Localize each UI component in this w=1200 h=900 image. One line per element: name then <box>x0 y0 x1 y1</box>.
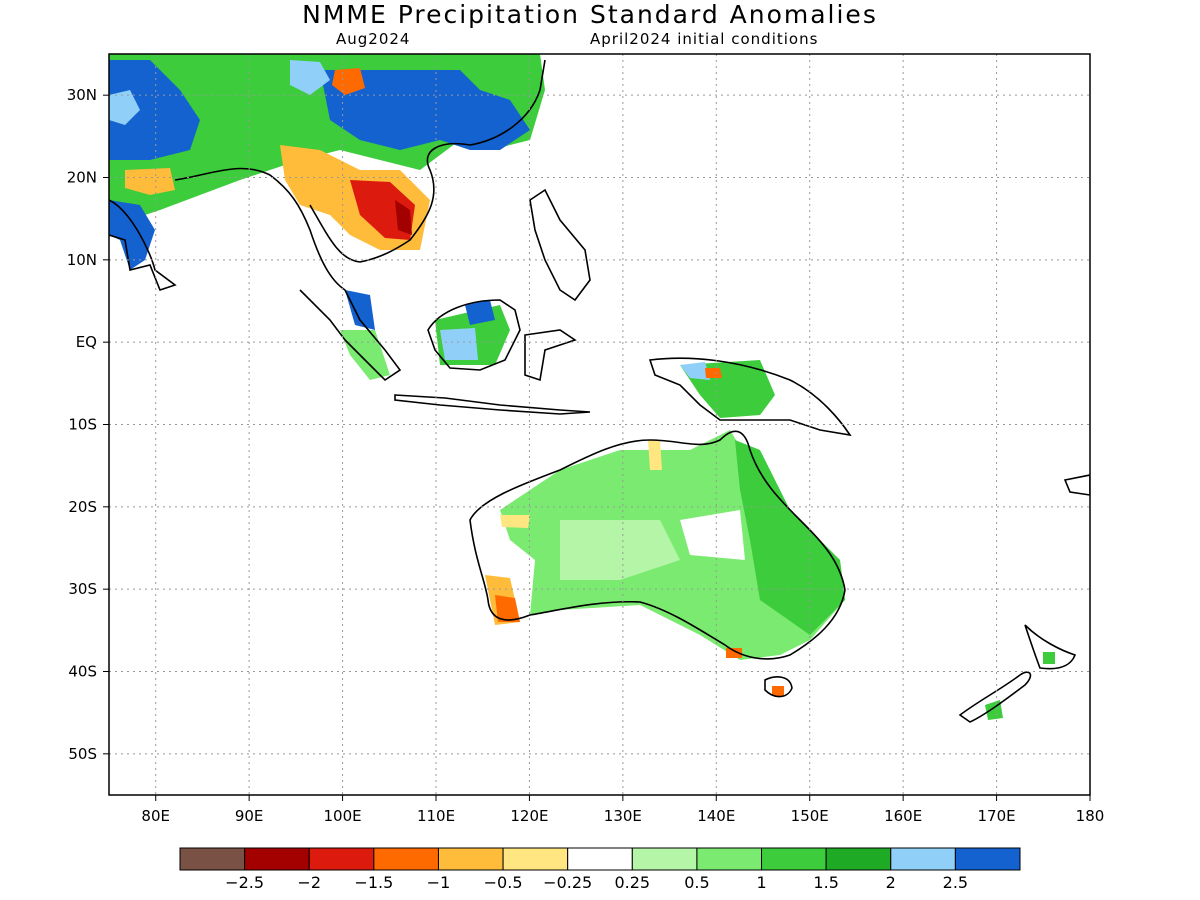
lon-tick-label: 180 <box>1076 807 1105 825</box>
fiji-coast <box>1063 474 1090 496</box>
lon-tick-label: 140E <box>697 807 735 825</box>
colorbar-swatch <box>761 847 827 871</box>
colorbar-label: 0.25 <box>614 873 650 892</box>
indochina-china-coast <box>309 59 546 263</box>
axis-ticks: 30N 20N 10N EQ 10S 20S 30S 40S 50S 80E 90E 100E 110E… <box>67 86 1105 825</box>
colorbar-swatch <box>825 847 892 871</box>
colorbar-swatch <box>567 847 633 871</box>
colorbar-swatch <box>244 847 310 871</box>
anomaly-shading <box>109 54 1055 720</box>
colorbar-swatch <box>179 847 246 871</box>
shade-region <box>726 648 742 658</box>
colorbar-swatch <box>502 847 569 871</box>
colorbar-swatch <box>437 847 504 871</box>
lon-tick-label: 120E <box>510 807 548 825</box>
shade-region <box>109 60 200 160</box>
colorbar-swatch <box>308 847 375 871</box>
bay-of-bengal-coast <box>174 167 402 382</box>
lat-tick-label: 20S <box>68 498 97 516</box>
australia-coast <box>469 430 846 660</box>
shade-region <box>125 168 175 195</box>
colorbar-swatch <box>696 847 763 871</box>
shade-region <box>705 368 722 378</box>
shade-region <box>290 60 330 95</box>
lat-tick-label: EQ <box>76 333 97 351</box>
colorbar-label: 0.5 <box>684 873 709 892</box>
colorbar-swatch <box>890 847 956 871</box>
shade-region <box>500 515 530 528</box>
colorbar-label: 2 <box>886 873 896 892</box>
shade-region <box>772 686 784 696</box>
nz-north-island-coast <box>1024 624 1077 670</box>
colorbar-label: 2.5 <box>943 873 968 892</box>
java-coast <box>394 394 591 415</box>
shade-region <box>395 200 412 235</box>
coastlines <box>109 59 1090 723</box>
colorbar-label: −1 <box>427 873 451 892</box>
colorbar-swatch <box>631 847 698 871</box>
colorbar-swatch <box>373 847 439 871</box>
lat-tick-label: 30S <box>68 580 97 598</box>
colorbar-label: 1 <box>756 873 766 892</box>
colorbar: −2.5 −2 −1.5 −1 −0.5 −0.25 0.25 0.5 1 1.5 2 2.5 <box>179 847 1021 892</box>
shade-region <box>465 300 495 325</box>
map-title: NMME Precipitation Standard Anomalies <box>302 0 878 29</box>
shade-region <box>320 70 530 150</box>
shade-region <box>332 68 365 95</box>
lat-tick-label: 50S <box>68 745 97 763</box>
new-guinea-coast <box>648 357 852 437</box>
shade-region <box>440 328 478 360</box>
shade-region <box>1043 652 1055 664</box>
map-grid <box>109 54 1091 795</box>
colorbar-label: −2.5 <box>225 873 264 892</box>
india-coast <box>109 199 177 291</box>
lat-tick-label: 40S <box>68 663 97 681</box>
initial-conditions-label: April2024 initial conditions <box>590 30 819 48</box>
lon-tick-label: 110E <box>417 807 455 825</box>
lon-tick-label: 130E <box>604 807 642 825</box>
shade-region <box>495 595 520 622</box>
lat-tick-label: 30N <box>67 86 97 104</box>
colorbar-label: −2 <box>297 873 321 892</box>
shade-region <box>109 90 140 125</box>
colorbar-label: −0.5 <box>484 873 523 892</box>
shade-region <box>680 510 745 560</box>
forecast-month: Aug2024 <box>336 30 411 48</box>
colorbar-label: −0.25 <box>543 873 592 892</box>
lon-tick-label: 90E <box>235 807 264 825</box>
lon-tick-label: 160E <box>884 807 922 825</box>
nz-south-island-coast <box>958 671 1032 723</box>
shade-region <box>735 440 845 635</box>
lat-tick-label: 10S <box>68 416 97 434</box>
borneo-coast <box>427 299 521 371</box>
colorbar-swatch <box>954 847 1021 871</box>
shade-region <box>648 440 662 470</box>
philippines-coast <box>529 188 591 302</box>
tasmania-coast <box>764 676 793 698</box>
shade-region <box>560 520 680 580</box>
sulawesi-coast <box>524 329 577 382</box>
lon-tick-label: 150E <box>791 807 829 825</box>
lat-tick-label: 20N <box>67 169 97 187</box>
shade-region <box>680 362 710 380</box>
lon-tick-label: 170E <box>978 807 1016 825</box>
lat-tick-label: 10N <box>67 251 97 269</box>
shade-region <box>109 200 155 270</box>
shade-region <box>340 330 390 380</box>
lon-tick-label: 100E <box>324 807 362 825</box>
shade-region <box>345 290 375 330</box>
lon-tick-label: 80E <box>141 807 170 825</box>
colorbar-label: −1.5 <box>354 873 393 892</box>
colorbar-label: 1.5 <box>813 873 838 892</box>
